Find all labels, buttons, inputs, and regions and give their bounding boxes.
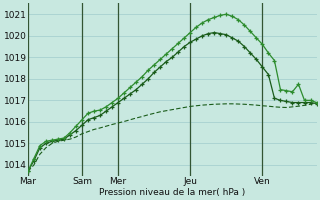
X-axis label: Pression niveau de la mer( hPa ): Pression niveau de la mer( hPa ) (99, 188, 245, 197)
